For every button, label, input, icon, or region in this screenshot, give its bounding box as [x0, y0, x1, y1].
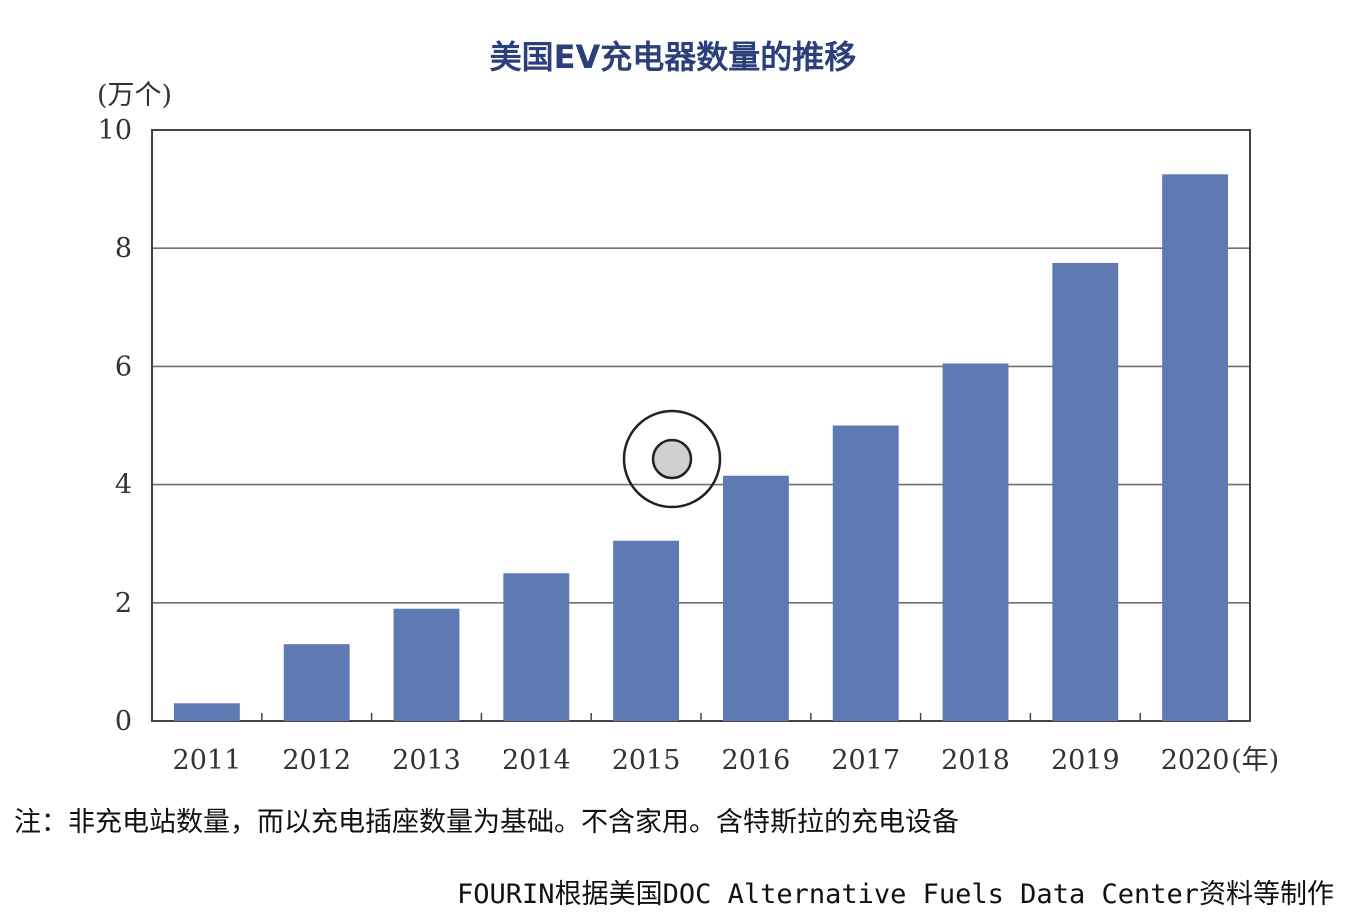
x-tick-label: 2018 — [941, 745, 1010, 776]
bar-2015 — [613, 540, 680, 721]
x-tick-labels: 2011 2012 2013 2014 2015 2016 2017 2018 2019 2020… — [173, 745, 1280, 776]
x-tick-label: 2017 — [831, 745, 900, 776]
bar-2020 — [1162, 174, 1229, 721]
chart-note: 注：非充电站数量，而以充电插座数量为基础。不含家用。含特斯拉的充电设备 — [14, 807, 959, 838]
chart-title: 美国EV充电器数量的推移 — [489, 38, 857, 76]
y-tick-label: 10 — [98, 115, 132, 146]
source-credit: FOURIN根据美国DOC Alternative Fuels Data Cen… — [457, 879, 1334, 910]
bar-2019 — [1052, 262, 1119, 721]
y-tick-label: 4 — [115, 470, 132, 501]
x-tick-label: 2015 — [612, 745, 681, 776]
bar-2017 — [832, 425, 899, 721]
bar-2014 — [503, 573, 570, 721]
bar-2011 — [173, 703, 240, 721]
bars — [173, 174, 1229, 721]
y-axis-unit-label: (万个) — [97, 80, 172, 111]
y-tick-label: 8 — [115, 233, 132, 264]
x-tick-label: 2011 — [173, 745, 242, 776]
x-tick-label: 2013 — [392, 745, 461, 776]
y-tick-label: 2 — [115, 588, 132, 619]
bar-2012 — [283, 644, 350, 721]
y-tick-label: 0 — [115, 706, 132, 737]
y-tick-labels: 0 2 4 6 8 10 — [98, 115, 132, 737]
bar-2018 — [942, 363, 1009, 721]
x-tick-label: 2020 — [1161, 745, 1230, 776]
cursor-indicator — [622, 409, 722, 509]
bar-chart: 0 2 4 6 8 10 2011 2012 2013 2014 2015 2016 2017 2018… — [97, 80, 1280, 776]
x-tick-label: 2014 — [502, 745, 571, 776]
bar-2013 — [393, 608, 460, 721]
x-axis-unit-label: (年) — [1231, 745, 1279, 776]
x-tick-label: 2016 — [722, 745, 791, 776]
bar-2016 — [722, 475, 789, 721]
y-tick-label: 6 — [115, 351, 132, 382]
x-tick-label: 2012 — [282, 745, 351, 776]
x-tick-label: 2019 — [1051, 745, 1120, 776]
